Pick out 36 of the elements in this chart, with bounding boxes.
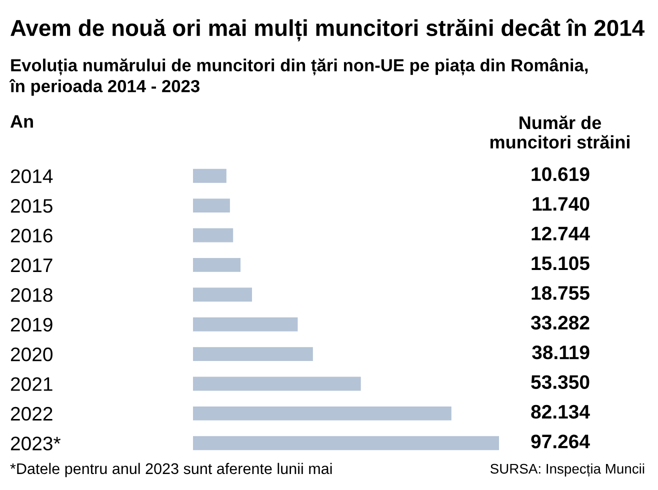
y-tick-label: 2022 bbox=[10, 406, 52, 421]
bar bbox=[193, 317, 298, 332]
data-label: 10.619 bbox=[532, 167, 590, 182]
bar bbox=[193, 347, 313, 362]
y-tick-label: 2014 bbox=[10, 169, 53, 184]
y-tick-label: 2018 bbox=[10, 288, 52, 302]
chart-subtitle: Evoluția numărului de muncitori din țări non-UE pe piața din România, în perioada 2014 - 2023 bbox=[9, 58, 588, 96]
data-label: 12.744 bbox=[532, 226, 590, 240]
data-label: 18.755 bbox=[532, 286, 590, 300]
y-tick-label: 2017 bbox=[10, 258, 52, 272]
data-label: 33.282 bbox=[530, 316, 590, 330]
y-axis-title: An bbox=[10, 115, 33, 128]
y-tick-label: 2020 bbox=[10, 348, 52, 362]
y-tick-label: 2016 bbox=[10, 228, 52, 242]
data-label: 82.134 bbox=[531, 404, 590, 419]
text: *Datele pentru anul 2023 sunt aferente lunii mai bbox=[10, 462, 332, 478]
data-label: 38.119 bbox=[532, 346, 590, 360]
bar bbox=[193, 376, 361, 391]
data-label: 11.740 bbox=[532, 197, 590, 211]
y-tick-label: 2019 bbox=[10, 318, 52, 332]
bar bbox=[193, 198, 230, 213]
bar bbox=[193, 228, 234, 242]
data-label: 15.105 bbox=[532, 256, 590, 270]
data-label: 97.264 bbox=[531, 434, 590, 448]
bar bbox=[193, 406, 452, 420]
text: SURSA: Inspecția Muncii bbox=[490, 463, 644, 477]
y-tick-label: 2015 bbox=[10, 199, 52, 213]
data-label: 53.350 bbox=[531, 375, 590, 389]
y-tick-label: 2023* bbox=[10, 436, 61, 450]
x-axis-title: Număr de muncitori străini bbox=[490, 116, 630, 149]
y-tick-label: 2021 bbox=[10, 377, 52, 391]
bar bbox=[193, 258, 241, 272]
bar bbox=[193, 288, 252, 302]
chart-title: Avem de nouă ori mai mulți muncitori străini decât în 2014 bbox=[10, 18, 644, 42]
bar bbox=[193, 168, 226, 183]
bar bbox=[193, 436, 499, 450]
